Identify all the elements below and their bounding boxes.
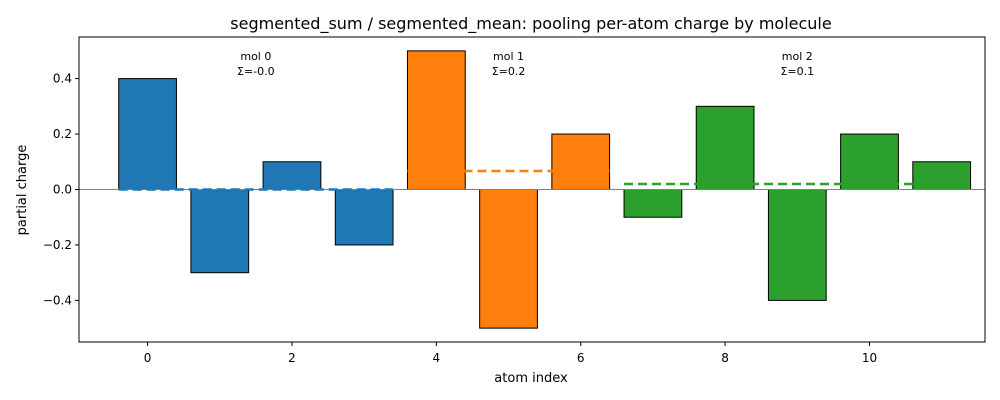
x-axis-label: atom index [494,371,568,386]
plot-area: mol 0 Σ=-0.0 mol 1 Σ=0.2 mol 2 Σ=0.1 0 2 4 6 8 10 −0… [43,36,986,365]
bar-atom-5 [479,189,538,329]
chart-title: segmented_sum / segmented_mean: pooling … [230,14,831,34]
y-tick-label-3: 0.2 [53,127,72,141]
bar-atom-8 [695,105,755,190]
x-tick-label-6: 6 [577,351,585,365]
bar-atom-0 [118,78,177,190]
bar-atom-10 [840,133,899,190]
y-tick-label-2: 0.0 [53,183,72,197]
annotation-mol-0-line-0: mol 0 [240,50,271,63]
bar-atom-9 [767,189,827,301]
x-tick-label-10: 10 [862,351,877,365]
y-axis-label: partial charge [15,145,30,236]
x-tick-label-2: 2 [288,351,296,365]
x-tick-label-4: 4 [433,351,441,365]
annotation-mol-2-line-1: Σ=0.1 [780,65,814,78]
y-tick-label-1: −0.2 [43,238,72,252]
bar-atom-6 [551,133,611,190]
annotation-mol-2-line-0: mol 2 [782,50,813,63]
y-tick-label-4: 0.4 [53,72,72,86]
x-tick-label-8: 8 [721,351,729,365]
annotation-mol-1-line-1: Σ=0.2 [492,65,526,78]
y-tick-label-0: −0.4 [43,293,72,307]
x-tick-label-0: 0 [144,351,152,365]
bar-atom-7 [623,189,683,218]
bar-atom-1 [190,189,250,274]
bar-atom-4 [406,50,466,191]
bar-atom-2 [262,161,322,190]
bar-atom-11 [912,161,972,190]
bar-atom-3 [334,189,394,246]
annotation-mol-1-line-0: mol 1 [493,50,524,63]
annotation-mol-0-line-1: Σ=-0.0 [237,65,275,78]
